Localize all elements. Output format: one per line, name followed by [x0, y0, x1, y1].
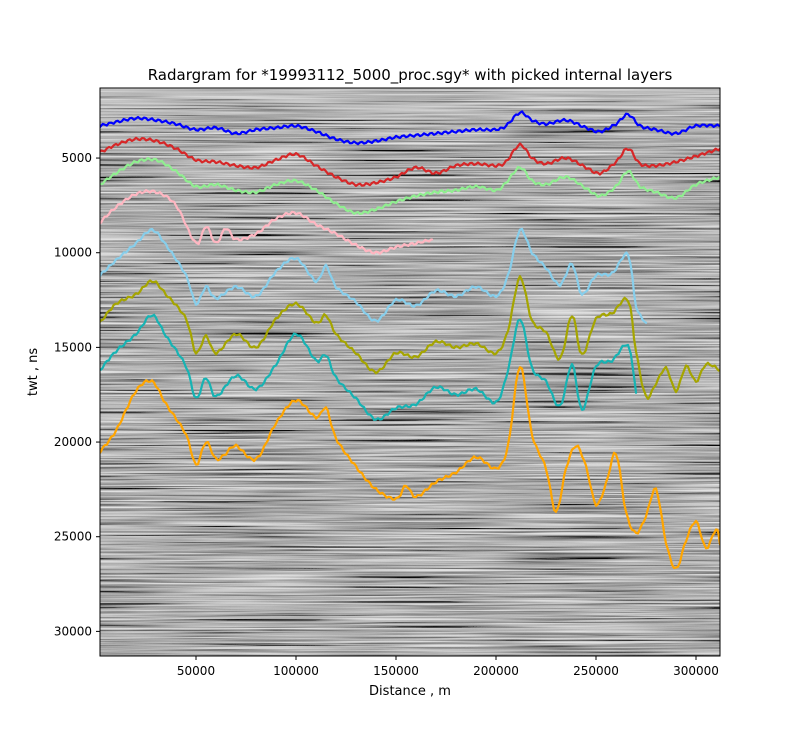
radargram-background — [100, 88, 720, 656]
y-tick-label: 20000 — [54, 435, 92, 449]
y-tick-label: 30000 — [54, 624, 92, 638]
y-tick-label: 10000 — [54, 246, 92, 260]
layer-line-1 — [100, 110, 720, 146]
layer-line-7 — [100, 313, 638, 421]
x-axis: 50000 100000 150000 200000 250000 300000 — [177, 656, 719, 678]
picked-layers — [100, 110, 720, 570]
chart-title: Radargram for *19993112_5000_proc.sgy* w… — [148, 66, 673, 85]
layer-line-2 — [100, 136, 720, 187]
y-tick-label: 15000 — [54, 340, 92, 354]
x-tick-label: 250000 — [573, 664, 619, 678]
x-tick-label: 300000 — [673, 664, 719, 678]
x-axis-label: Distance , m — [369, 684, 451, 699]
x-tick-label: 200000 — [473, 664, 519, 678]
y-axis: 5000 10000 15000 20000 25000 30000 — [54, 151, 100, 638]
x-tick-label: 50000 — [177, 664, 215, 678]
x-tick-label: 100000 — [273, 664, 319, 678]
y-tick-label: 5000 — [61, 151, 92, 165]
plot-frame — [99, 87, 721, 657]
y-tick-label: 25000 — [54, 530, 92, 544]
x-tick-label: 150000 — [373, 664, 419, 678]
y-axis-label: twt , ns — [26, 348, 41, 396]
layer-line-6 — [100, 275, 720, 400]
layer-line-3 — [100, 156, 720, 215]
layer-line-8 — [100, 366, 720, 570]
layer-line-4 — [100, 189, 434, 255]
layer-line-5 — [100, 227, 648, 324]
